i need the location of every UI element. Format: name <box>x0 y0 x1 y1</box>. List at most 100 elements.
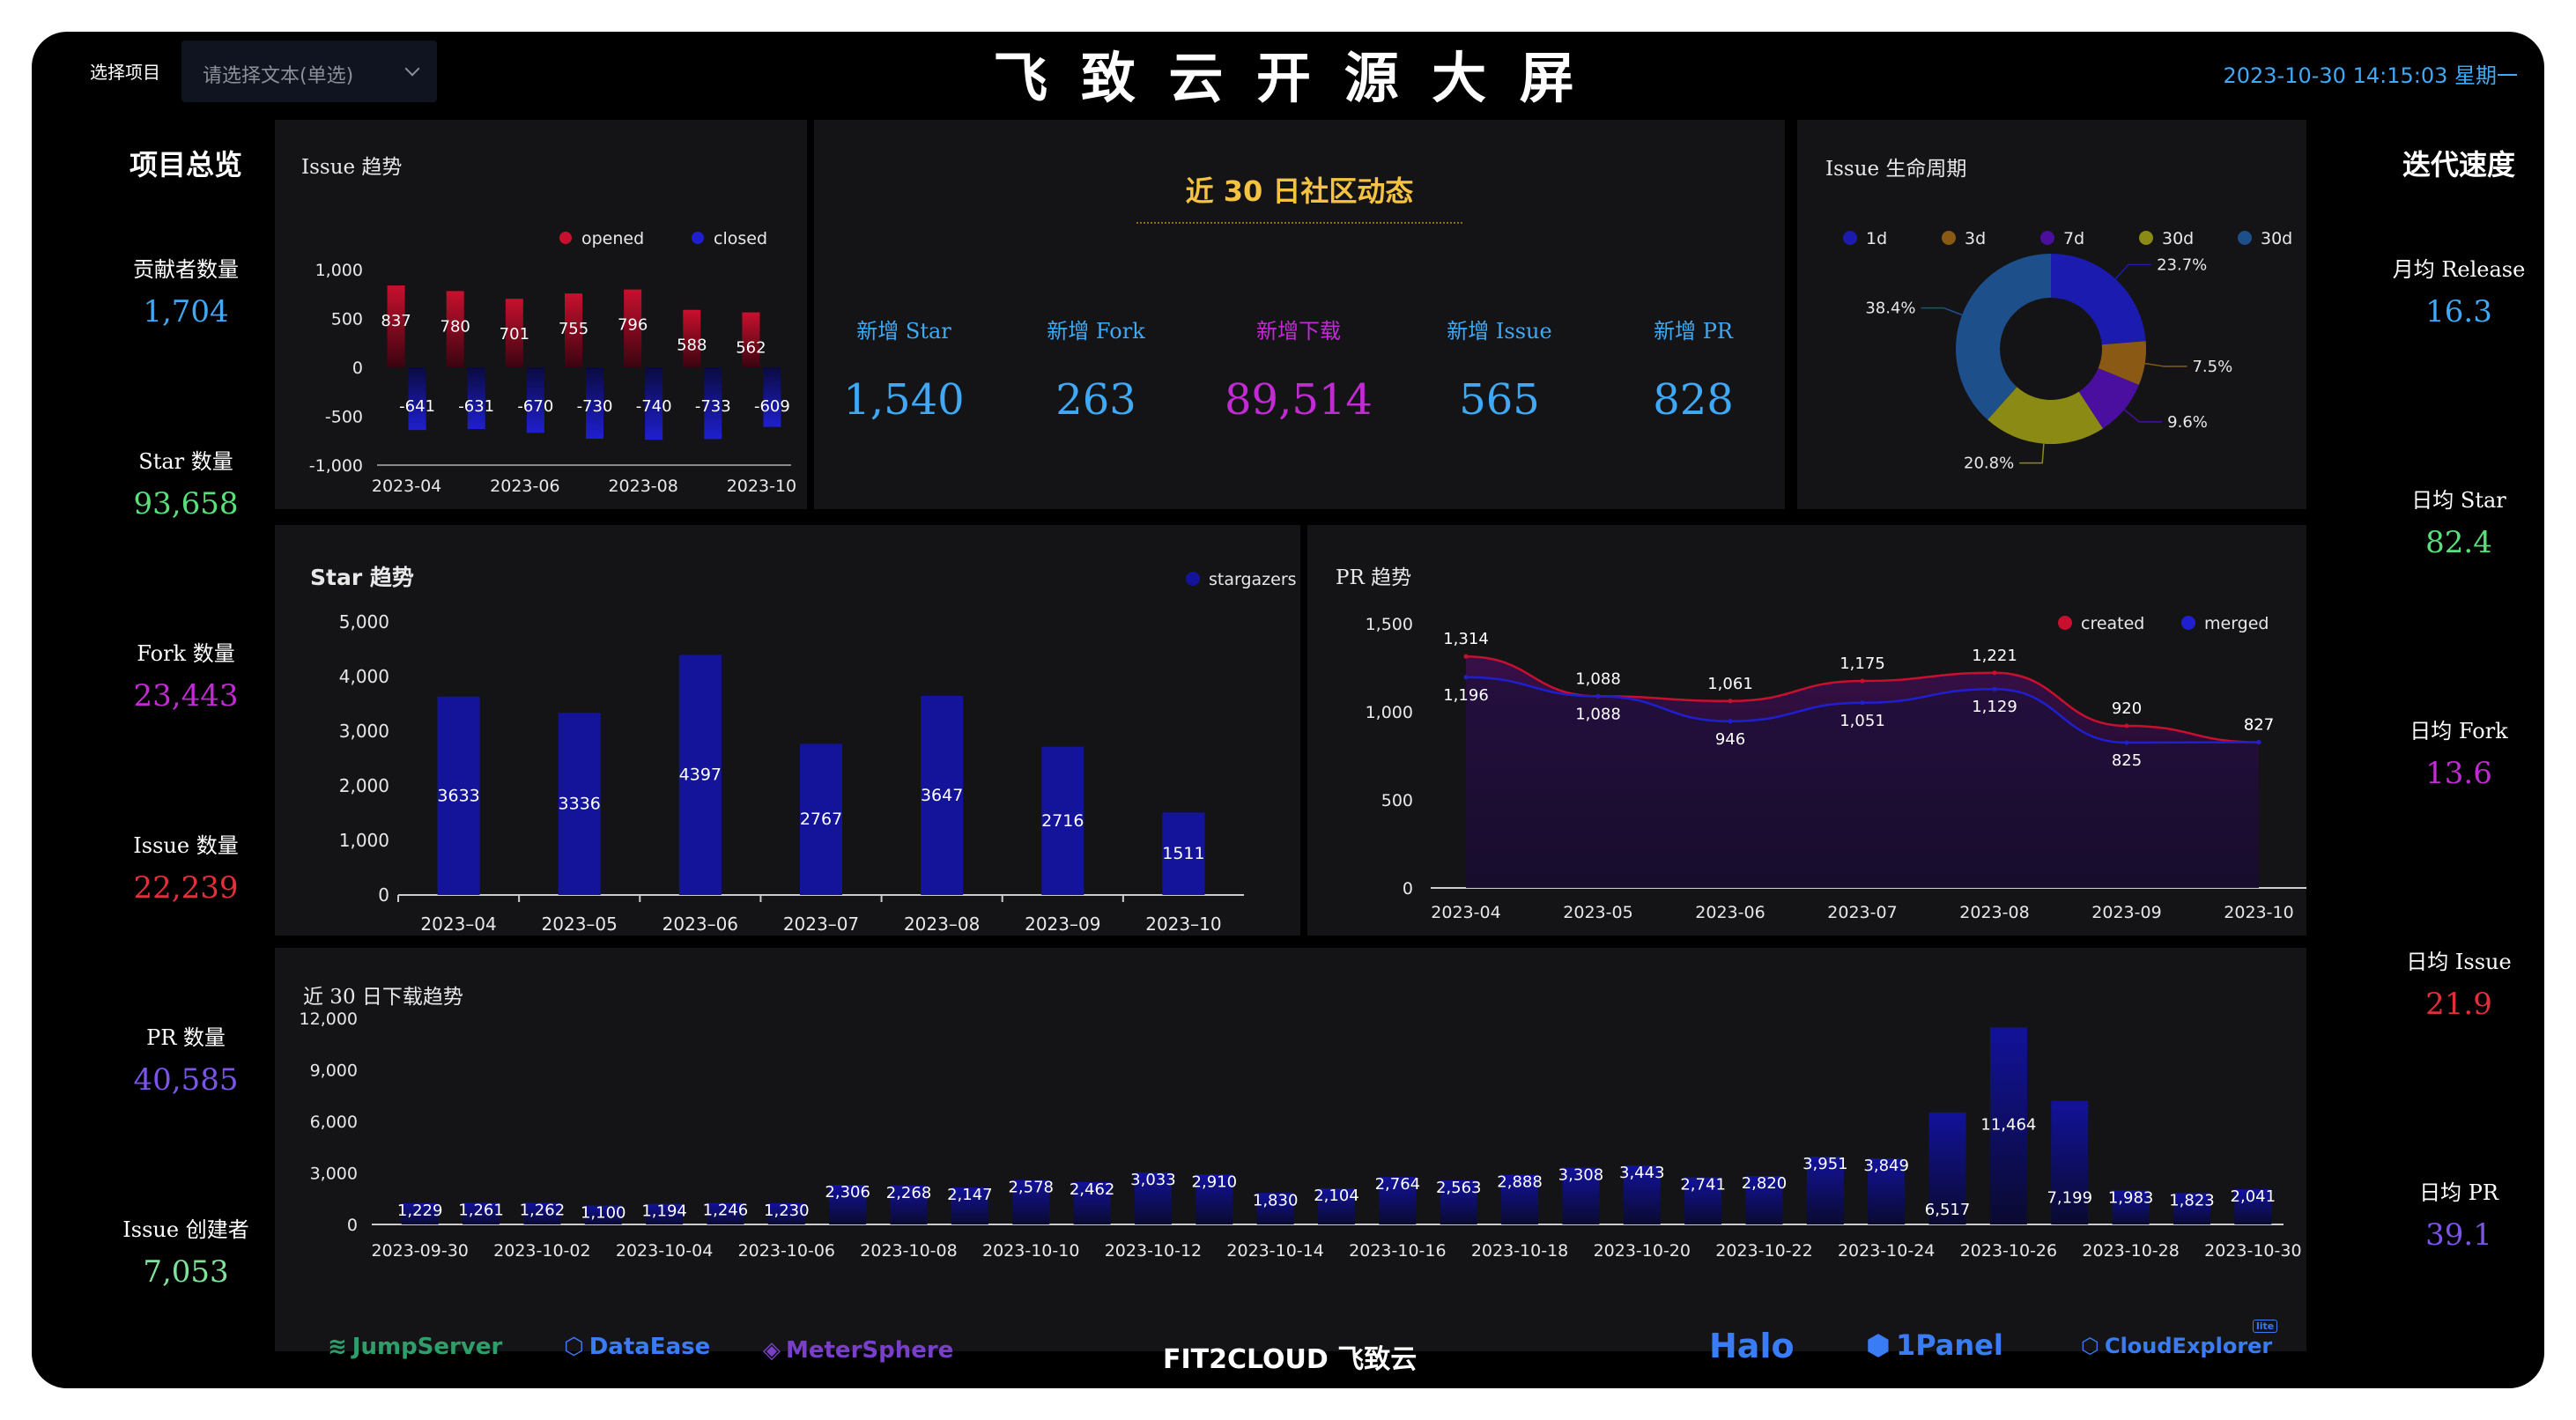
pr-trend-title: PR 趋势 <box>1336 566 1412 589</box>
y-tick-label: 3,000 <box>339 721 389 742</box>
project-select[interactable]: 请选择文本(单选) <box>181 41 437 102</box>
download-data-label: 3,308 <box>1558 1165 1604 1184</box>
y-tick-label: 0 <box>378 884 389 906</box>
download-bar <box>401 1203 439 1224</box>
chevron-down-icon <box>404 61 420 77</box>
download-bar <box>951 1187 988 1224</box>
x-tick-label: 2023-08 <box>1959 903 2029 922</box>
pr-trend-panel: PR 趋势 created merged 1,500 1,000 500 0 1,314 1,… <box>1307 525 2306 936</box>
merged-point <box>2256 740 2261 745</box>
1panel-logo[interactable]: ⬢ 1Panel <box>1866 1328 2003 1362</box>
fit2cloud-logo[interactable]: FIT2CLOUD 飞致云 <box>1163 1344 1418 1375</box>
download-data-label: 11,464 <box>1980 1115 2036 1134</box>
cloudexplorer-logo[interactable]: ⬡ CloudExplorer lite <box>2081 1320 2278 1358</box>
download-data-label: 2,268 <box>886 1184 932 1202</box>
stargazers-bar <box>678 655 722 895</box>
pie-leader-line <box>2144 362 2187 367</box>
x-tick-label: 2023–04 <box>420 913 496 935</box>
dataease-logo[interactable]: ⬡ DataEase <box>564 1334 711 1360</box>
right-stat-label: 月均 Release <box>2392 257 2526 282</box>
download-data-label: 2,041 <box>2231 1187 2276 1206</box>
right-title: 迭代速度 <box>2402 148 2515 181</box>
download-data-label: 6,517 <box>1925 1201 1971 1219</box>
y-tick-label: 0 <box>1403 879 1413 899</box>
download-bar <box>1318 1187 1355 1224</box>
left-stat-label: Issue 数量 <box>133 833 239 858</box>
y-tick-label: 1,500 <box>1366 615 1413 634</box>
closed-data-label: -670 <box>517 397 553 416</box>
x-tick-label: 2023-10-22 <box>1715 1241 1812 1261</box>
stargazers-bar <box>437 696 480 895</box>
legend-label: 1d <box>1866 229 1887 248</box>
x-tick-label: 2023-10-20 <box>1594 1241 1691 1261</box>
x-tick-label: 2023-06 <box>1695 903 1765 922</box>
pie-leader-line <box>2114 263 2152 280</box>
x-tick-label: 2023–06 <box>663 913 738 935</box>
x-tick-label: 2023–10 <box>1145 913 1221 935</box>
x-tick-label: 2023-04 <box>372 477 441 496</box>
download-data-label: 2,104 <box>1314 1187 1359 1205</box>
y-tick-label: 1,000 <box>339 830 389 851</box>
y-tick-label: 4,000 <box>339 666 389 687</box>
hex-icon: ⬡ <box>2081 1334 2099 1358</box>
metersphere-logo[interactable]: ◈ MeterSphere <box>763 1337 954 1364</box>
download-bar <box>829 1185 867 1224</box>
download-bar <box>2234 1189 2272 1224</box>
download-bar <box>2051 1100 2089 1224</box>
download-bar <box>463 1202 500 1224</box>
right-stat-value: 13.6 <box>2425 756 2492 791</box>
halo-logo[interactable]: Halo <box>1709 1327 1795 1365</box>
x-tick-label: 2023-10-02 <box>493 1241 590 1261</box>
x-tick-label: 2023-10-08 <box>860 1241 957 1261</box>
download-data-label: 3,951 <box>1802 1155 1848 1173</box>
right-stat-value: 21.9 <box>2425 987 2492 1022</box>
merged-data-label: 1,088 <box>1575 705 1621 723</box>
download-bar <box>1379 1177 1417 1224</box>
stargazers-bar <box>1041 746 1084 895</box>
x-tick-label: 2023-10-12 <box>1105 1241 1202 1261</box>
x-tick-label: 2023-09 <box>2091 903 2161 922</box>
left-stat-value: 93,658 <box>133 486 239 521</box>
legend-label: 3d <box>1965 229 1986 248</box>
merged-point <box>1728 719 1733 724</box>
closed-data-label: -733 <box>695 397 731 416</box>
community-stat-value: 828 <box>1653 375 1734 425</box>
legend-stargazers-label: stargazers <box>1209 570 1297 589</box>
pie-slice <box>2078 368 2139 429</box>
project-select-placeholder: 请选择文本(单选) <box>203 65 354 87</box>
created-data-label: 1,175 <box>1839 655 1885 673</box>
download-bar <box>1745 1176 1783 1224</box>
pie-data-label: 7.5% <box>2192 358 2232 376</box>
legend-created-marker <box>2058 616 2072 630</box>
download-data-label: 1,823 <box>2169 1191 2215 1209</box>
star-trend-title: Star 趋势 <box>310 565 414 590</box>
merged-data-label: 827 <box>2244 716 2274 735</box>
closed-bar <box>586 367 603 440</box>
pie-data-label: 20.8% <box>1964 455 2014 473</box>
legend-label: 7d <box>2063 229 2084 248</box>
closed-bar <box>645 367 663 440</box>
merged-data-label: 1,196 <box>1443 686 1489 705</box>
legend-label: 30d <box>2261 229 2292 248</box>
closed-data-label: -641 <box>399 397 435 416</box>
x-tick-label: 2023-07 <box>1827 903 1897 922</box>
x-tick-label: 2023-10-06 <box>738 1241 835 1261</box>
legend-created-label: created <box>2081 614 2144 633</box>
left-stat-label: Issue 创建者 <box>122 1217 249 1242</box>
closed-bar <box>763 367 781 427</box>
x-tick-label: 2023-10 <box>2224 903 2293 922</box>
lite-badge: lite <box>2253 1320 2278 1333</box>
dashboard-frame: 选择项目 请选择文本(单选) 飞 致 云 开 源 大 屏 2023-10-30 … <box>32 32 2544 1388</box>
jumpserver-logo[interactable]: ≋ JumpServer <box>328 1334 503 1360</box>
stargazers-bar <box>1162 812 1205 895</box>
opened-bar <box>565 293 582 367</box>
download-bar <box>1806 1156 1844 1224</box>
download-data-label: 1,194 <box>641 1202 687 1221</box>
x-tick-label: 2023-10-30 <box>2204 1241 2301 1261</box>
opened-bar <box>387 285 405 367</box>
issue-trend-title: Issue 趋势 <box>301 156 403 179</box>
download-data-label: 7,199 <box>2047 1189 2092 1208</box>
created-point <box>1860 678 1865 684</box>
opened-bar <box>446 291 464 367</box>
opened-bar <box>683 309 701 367</box>
